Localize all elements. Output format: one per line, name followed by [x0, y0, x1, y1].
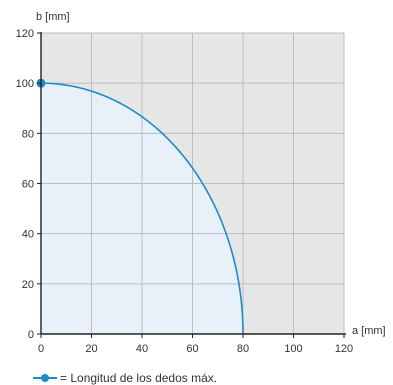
y-tick-label: 120: [16, 28, 34, 40]
x-tick-label: 40: [136, 343, 148, 355]
legend: = Longitud de los dedos máx.: [33, 371, 217, 385]
series-curve: [40, 82, 244, 335]
legend-marker-icon: [41, 374, 49, 382]
grid-layer: [41, 32, 345, 334]
tick-label-layer: 0 20 40 60 80 100 120 0 20 40 60 80 100 120: [16, 28, 354, 355]
y-tick-label: 40: [22, 229, 34, 241]
x-tick-label: 60: [186, 343, 198, 355]
axis-layer: [37, 32, 346, 338]
y-tick-label: 80: [22, 128, 34, 140]
y-axis-title: b [mm]: [36, 11, 70, 23]
x-tick-label: 0: [38, 343, 44, 355]
x-tick-label: 120: [335, 343, 353, 355]
y-tick-label: 100: [16, 78, 34, 90]
y-tick-label: 20: [22, 279, 34, 291]
y-tick-label: 0: [28, 329, 34, 341]
x-axis-title: a [mm]: [352, 325, 386, 337]
x-tick-label: 100: [284, 343, 302, 355]
legend-label: = Longitud de los dedos máx.: [60, 371, 217, 385]
x-tick-label: 80: [237, 343, 249, 355]
y-tick-label: 60: [22, 179, 34, 191]
x-tick-label: 20: [85, 343, 97, 355]
